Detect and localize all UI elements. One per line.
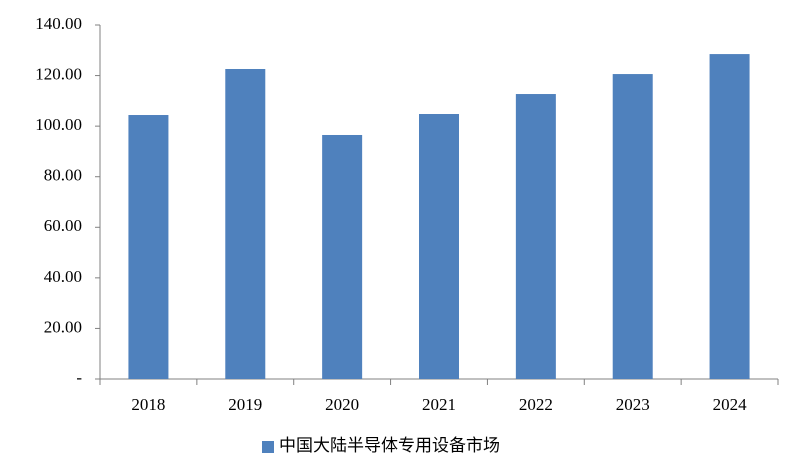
x-tick-label: 2023 [616, 395, 650, 414]
y-tick-label: - [76, 368, 82, 387]
bar [515, 94, 556, 379]
bar [709, 54, 750, 379]
bar [225, 68, 266, 380]
bar [612, 74, 653, 379]
y-tick-label: 120.00 [35, 64, 82, 83]
x-tick-label: 2021 [422, 395, 456, 414]
x-tick-label: 2022 [519, 395, 553, 414]
x-tick-label: 2020 [325, 395, 359, 414]
bar [419, 114, 459, 380]
x-tick-label: 2019 [228, 395, 262, 414]
bar [128, 115, 169, 379]
x-tick-label: 2018 [131, 395, 165, 414]
x-tick-label: 2024 [713, 395, 748, 414]
y-tick-label: 20.00 [44, 317, 82, 336]
y-tick-label: 40.00 [44, 267, 82, 286]
y-tick-label: 100.00 [35, 115, 82, 134]
y-tick-label: 140.00 [35, 14, 82, 33]
y-tick-label: 60.00 [44, 216, 82, 235]
bar [322, 134, 363, 379]
legend-label: 中国大陆半导体专用设备市场 [279, 436, 500, 455]
y-tick-label: 80.00 [44, 166, 82, 185]
legend-swatch [262, 441, 274, 453]
